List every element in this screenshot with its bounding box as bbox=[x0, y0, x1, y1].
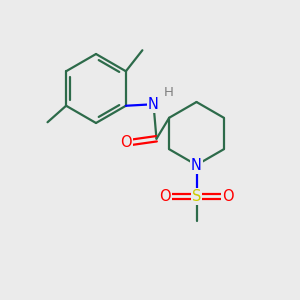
Text: O: O bbox=[160, 189, 171, 204]
Text: O: O bbox=[120, 135, 131, 150]
Text: H: H bbox=[164, 86, 173, 99]
Text: S: S bbox=[192, 189, 201, 204]
Text: O: O bbox=[222, 189, 233, 204]
Text: N: N bbox=[148, 97, 159, 112]
Text: N: N bbox=[191, 158, 202, 172]
